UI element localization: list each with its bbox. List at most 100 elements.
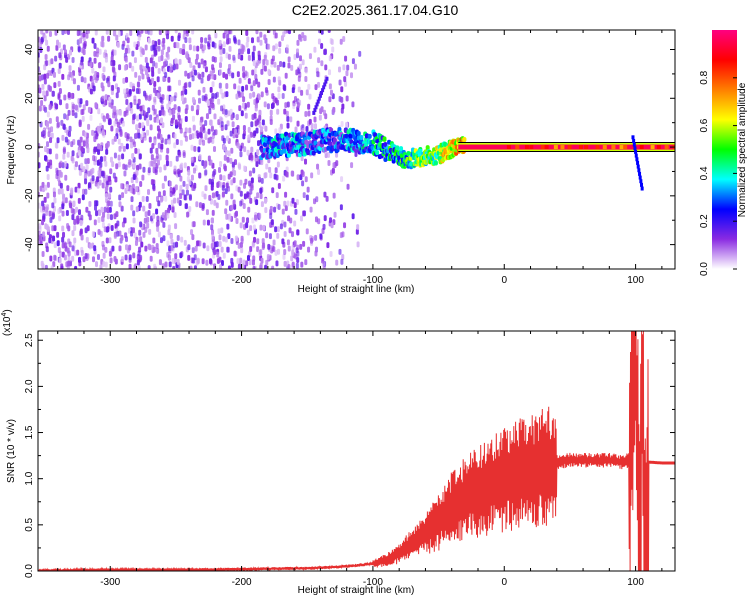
spectrogram-noise-cell: [182, 151, 186, 158]
spectrogram-noise-cell: [232, 199, 236, 206]
spectrogram-noise-cell: [195, 201, 199, 208]
spectrogram-noise-cell: [355, 228, 359, 235]
spectrogram-noise-cell: [230, 261, 234, 268]
spectrogram-noise-cell: [102, 244, 106, 251]
spectrogram-noise-cell: [52, 71, 56, 78]
spectrogram-noise-cell: [139, 181, 143, 188]
spectrogram-noise-cell: [263, 172, 267, 179]
spectrogram-noise-cell: [199, 132, 203, 139]
spectrogram-noise-cell: [286, 101, 290, 108]
spectrogram-noise-cell: [144, 44, 148, 51]
spectrogram-noise-cell: [163, 61, 167, 68]
spectrogram-noise-cell: [158, 154, 162, 161]
spectrogram-carrier-cell: [515, 145, 520, 150]
spectrogram-noise-cell: [160, 117, 164, 124]
spectrogram-tail-cell: [636, 160, 640, 165]
spectrogram-noise-cell: [43, 73, 47, 80]
spectrogram-noise-cell: [103, 206, 107, 213]
spectrogram-noise-cell: [173, 197, 177, 204]
x-tick-label: -200: [232, 577, 252, 588]
spectrogram-noise-cell: [61, 210, 65, 217]
spectrogram-noise-cell: [204, 131, 208, 138]
spectrogram-noise-cell: [227, 30, 231, 35]
spectrogram-noise-cell: [176, 234, 180, 241]
spectrogram-noise-cell: [235, 218, 239, 225]
spectrogram-noise-cell: [81, 194, 85, 201]
spectrogram-noise-cell: [149, 57, 153, 64]
spectrogram-noise-cell: [219, 264, 223, 269]
spectrogram-noise-cell: [224, 30, 228, 35]
spectrogram-noise-cell: [264, 87, 268, 94]
spectrogram-noise-cell: [227, 150, 231, 157]
spectrogram-noise-cell: [53, 197, 57, 204]
spectrogram-noise-cell: [219, 88, 223, 95]
spectrogram-noise-cell: [96, 182, 100, 189]
spectrogram-noise-cell: [62, 148, 66, 155]
spectrogram-noise-cell: [80, 76, 84, 83]
spectrogram-noise-cell: [136, 81, 140, 88]
spectrogram-noise-cell: [128, 62, 132, 69]
spectrogram-noise-cell: [241, 66, 245, 73]
spectrogram-noise-cell: [325, 195, 329, 202]
spectrogram-noise-cell: [131, 50, 135, 57]
x-tick-label: 100: [627, 275, 644, 286]
spectrogram-noise-cell: [262, 59, 266, 66]
spectrogram-noise-cell: [155, 243, 159, 250]
spectrogram-noise-cell: [145, 112, 149, 119]
spectrogram-noise-cell: [170, 199, 174, 206]
spectrogram-noise-cell: [78, 169, 82, 176]
spectrogram-noise-cell: [63, 94, 67, 101]
spectrogram-noise-cell: [239, 241, 243, 248]
spectrogram-streak-cell: [323, 82, 327, 87]
spectrogram-noise-cell: [174, 30, 178, 34]
spectrogram-noise-cell: [316, 163, 320, 170]
spectrogram-noise-cell: [345, 70, 349, 77]
spectrogram-noise-cell: [332, 106, 336, 113]
spectrogram-noise-cell: [240, 235, 244, 242]
spectrogram-noise-cell: [247, 134, 251, 141]
spectrogram-noise-cell: [320, 60, 324, 67]
spectrogram-noise-cell: [206, 245, 210, 252]
spectrogram-noise-cell: [237, 85, 241, 92]
spectrogram-noise-cell: [249, 131, 253, 138]
spectrogram-streak-cell: [321, 88, 325, 93]
spectrogram-noise-cell: [74, 112, 78, 119]
spectrogram-noise-cell: [142, 205, 146, 212]
spectrogram-noise-cell: [99, 122, 103, 129]
spectrogram-noise-cell: [164, 214, 168, 221]
spectrogram-noise-cell: [242, 259, 246, 266]
spectrogram-noise-cell: [258, 114, 262, 121]
spectrogram-noise-cell: [350, 72, 354, 79]
spectrogram-noise-cell: [252, 132, 256, 139]
spectrogram-noise-cell: [79, 136, 83, 143]
spectrogram-x-axis: -300 -200 -100 0 100: [57, 30, 663, 286]
spectrogram-noise-cell: [78, 141, 82, 148]
spectrogram-noise-cell: [280, 35, 284, 42]
spectrogram-noise-cell: [205, 209, 209, 216]
snr-multiplier: (x104): [1, 309, 13, 336]
spectrogram-noise-cell: [240, 247, 244, 254]
spectrogram-noise-cell: [152, 212, 156, 219]
x-tick-label: 0: [501, 275, 507, 286]
spectrogram-noise-cell: [205, 113, 209, 120]
spectrogram-noise-cell: [223, 154, 227, 161]
spectrogram-noise-cell: [338, 66, 342, 73]
spectrogram-noise-cell: [101, 222, 105, 229]
spectrogram-noise-cell: [269, 213, 273, 220]
spectrogram-noise-cell: [187, 244, 191, 251]
spectrogram-signal-cell: [375, 150, 380, 156]
spectrogram-noise-cell: [275, 260, 279, 267]
spectrogram-signal-cell: [399, 146, 404, 152]
spectrogram-noise-cell: [43, 64, 47, 71]
spectrogram-noise-cell: [282, 175, 286, 182]
spectrogram-noise-cell: [274, 43, 278, 50]
colorbar-tick-label: 0.4: [699, 166, 710, 180]
svg-text:(x104): (x104): [1, 309, 13, 336]
spectrogram-noise-cell: [201, 47, 205, 54]
spectrogram-noise-cell: [179, 175, 183, 182]
spectrogram-noise-cell: [118, 201, 122, 208]
spectrogram-noise-cell: [85, 100, 89, 107]
spectrogram-noise-cell: [191, 115, 195, 122]
spectrogram-noise-cell: [96, 254, 100, 261]
